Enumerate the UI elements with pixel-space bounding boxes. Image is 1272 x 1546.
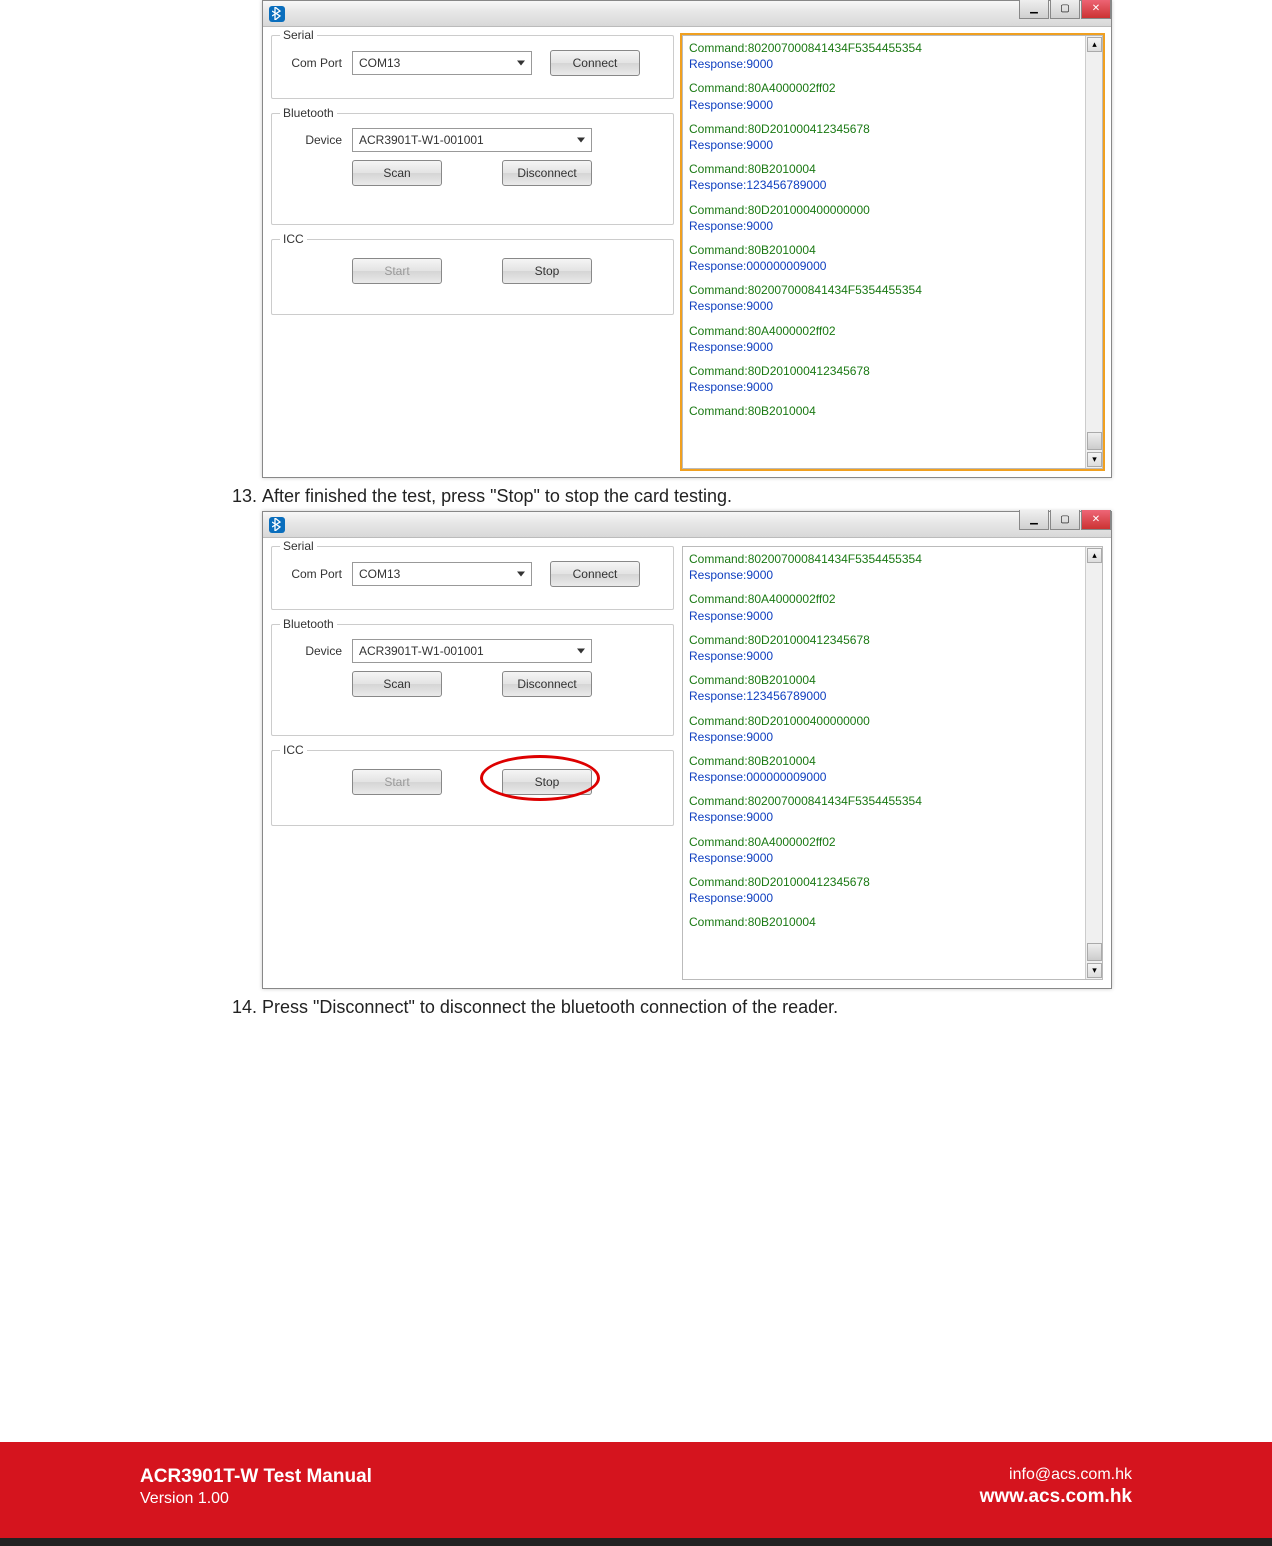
- instruction-14: 14. Press "Disconnect" to disconnect the…: [232, 997, 1272, 1018]
- icc-group: ICC Start Stop: [271, 239, 674, 315]
- stop-button[interactable]: Stop: [502, 258, 592, 284]
- footer-bottom-bar: [0, 1538, 1272, 1546]
- titlebar: ▁ ▢ ✕: [263, 1, 1111, 27]
- scroll-up-icon[interactable]: ▴: [1087, 37, 1102, 52]
- titlebar: ▁ ▢ ✕: [263, 512, 1111, 538]
- scroll-up-icon[interactable]: ▴: [1087, 548, 1102, 563]
- bluetooth-icon: [269, 6, 285, 22]
- bluetooth-group: Bluetooth Device ACR3901T-W1-001001 Scan…: [271, 113, 674, 225]
- right-panel: Command:802007000841434F5354455354Respon…: [678, 27, 1111, 477]
- bluetooth-icon: [269, 517, 285, 533]
- icc-group-label: ICC: [280, 743, 307, 757]
- chevron-down-icon: [517, 572, 525, 577]
- device-select[interactable]: ACR3901T-W1-001001: [352, 128, 592, 152]
- comport-select[interactable]: COM13: [352, 51, 532, 75]
- connect-button[interactable]: Connect: [550, 50, 640, 76]
- chevron-down-icon: [577, 138, 585, 143]
- instruction-13: 13. After finished the test, press "Stop…: [232, 486, 1272, 507]
- window-controls: ▁ ▢ ✕: [1018, 0, 1111, 19]
- app-window-2: ▁ ▢ ✕ Serial Com Port COM13 Connect B: [262, 511, 1112, 989]
- window-controls: ▁ ▢ ✕: [1018, 510, 1111, 530]
- disconnect-button[interactable]: Disconnect: [502, 671, 592, 697]
- footer-left: ACR3901T-W Test Manual Version 1.00: [140, 1466, 372, 1508]
- instruction-text: Press "Disconnect" to disconnect the blu…: [262, 997, 1272, 1018]
- window-body: Serial Com Port COM13 Connect Bluetooth …: [263, 538, 1111, 988]
- stop-button[interactable]: Stop: [502, 769, 592, 795]
- bluetooth-group: Bluetooth Device ACR3901T-W1-001001 Scan…: [271, 624, 674, 736]
- bluetooth-group-label: Bluetooth: [280, 106, 337, 120]
- scan-button[interactable]: Scan: [352, 671, 442, 697]
- scrollbar[interactable]: ▴ ▾: [1085, 36, 1102, 468]
- window-body: Serial Com Port COM13 Connect Bluetooth …: [263, 27, 1111, 477]
- minimize-button[interactable]: ▁: [1019, 510, 1049, 530]
- scroll-down-icon[interactable]: ▾: [1087, 963, 1102, 978]
- footer-version: Version 1.00: [140, 1490, 372, 1508]
- device-select[interactable]: ACR3901T-W1-001001: [352, 639, 592, 663]
- start-button[interactable]: Start: [352, 769, 442, 795]
- log-area[interactable]: Command:802007000841434F5354455354Respon…: [682, 35, 1103, 469]
- close-button[interactable]: ✕: [1081, 510, 1111, 530]
- minimize-button[interactable]: ▁: [1019, 0, 1049, 19]
- instruction-num: 14.: [232, 997, 262, 1018]
- comport-label: Com Port: [282, 567, 352, 581]
- bluetooth-group-label: Bluetooth: [280, 617, 337, 631]
- scrollbar[interactable]: ▴ ▾: [1085, 547, 1102, 979]
- connect-button[interactable]: Connect: [550, 561, 640, 587]
- serial-group-label: Serial: [280, 539, 317, 553]
- footer-email: info@acs.com.hk: [980, 1466, 1132, 1484]
- instruction-text: After finished the test, press "Stop" to…: [262, 486, 1272, 507]
- log-area[interactable]: Command:802007000841434F5354455354Respon…: [682, 546, 1103, 980]
- serial-group-label: Serial: [280, 28, 317, 42]
- comport-value: COM13: [359, 567, 400, 581]
- serial-group: Serial Com Port COM13 Connect: [271, 546, 674, 610]
- footer-title: ACR3901T-W Test Manual: [140, 1466, 372, 1488]
- maximize-button[interactable]: ▢: [1050, 0, 1080, 19]
- log-content: Command:802007000841434F5354455354Respon…: [689, 551, 1082, 931]
- chevron-down-icon: [517, 61, 525, 66]
- scroll-thumb[interactable]: [1087, 943, 1102, 961]
- close-button[interactable]: ✕: [1081, 0, 1111, 19]
- instruction-num: 13.: [232, 486, 262, 507]
- left-panel: Serial Com Port COM13 Connect Bluetooth …: [263, 27, 678, 477]
- left-panel: Serial Com Port COM13 Connect Bluetooth …: [263, 538, 678, 988]
- scan-button[interactable]: Scan: [352, 160, 442, 186]
- page-footer: ACR3901T-W Test Manual Version 1.00 info…: [0, 1442, 1272, 1538]
- footer-url: www.acs.com.hk: [980, 1486, 1132, 1508]
- device-label: Device: [282, 133, 352, 147]
- chevron-down-icon: [577, 649, 585, 654]
- comport-value: COM13: [359, 56, 400, 70]
- footer-right: info@acs.com.hk www.acs.com.hk: [980, 1466, 1132, 1508]
- serial-group: Serial Com Port COM13 Connect: [271, 35, 674, 99]
- disconnect-button[interactable]: Disconnect: [502, 160, 592, 186]
- icc-group: ICC Start Stop: [271, 750, 674, 826]
- start-button[interactable]: Start: [352, 258, 442, 284]
- device-value: ACR3901T-W1-001001: [359, 133, 484, 147]
- scroll-down-icon[interactable]: ▾: [1087, 452, 1102, 467]
- device-label: Device: [282, 644, 352, 658]
- log-content: Command:802007000841434F5354455354Respon…: [689, 40, 1082, 420]
- comport-select[interactable]: COM13: [352, 562, 532, 586]
- comport-label: Com Port: [282, 56, 352, 70]
- device-value: ACR3901T-W1-001001: [359, 644, 484, 658]
- scroll-thumb[interactable]: [1087, 432, 1102, 450]
- right-panel: Command:802007000841434F5354455354Respon…: [678, 538, 1111, 988]
- icc-group-label: ICC: [280, 232, 307, 246]
- app-window-1: ▁ ▢ ✕ Serial Com Port COM13 Connect B: [262, 0, 1112, 478]
- maximize-button[interactable]: ▢: [1050, 510, 1080, 530]
